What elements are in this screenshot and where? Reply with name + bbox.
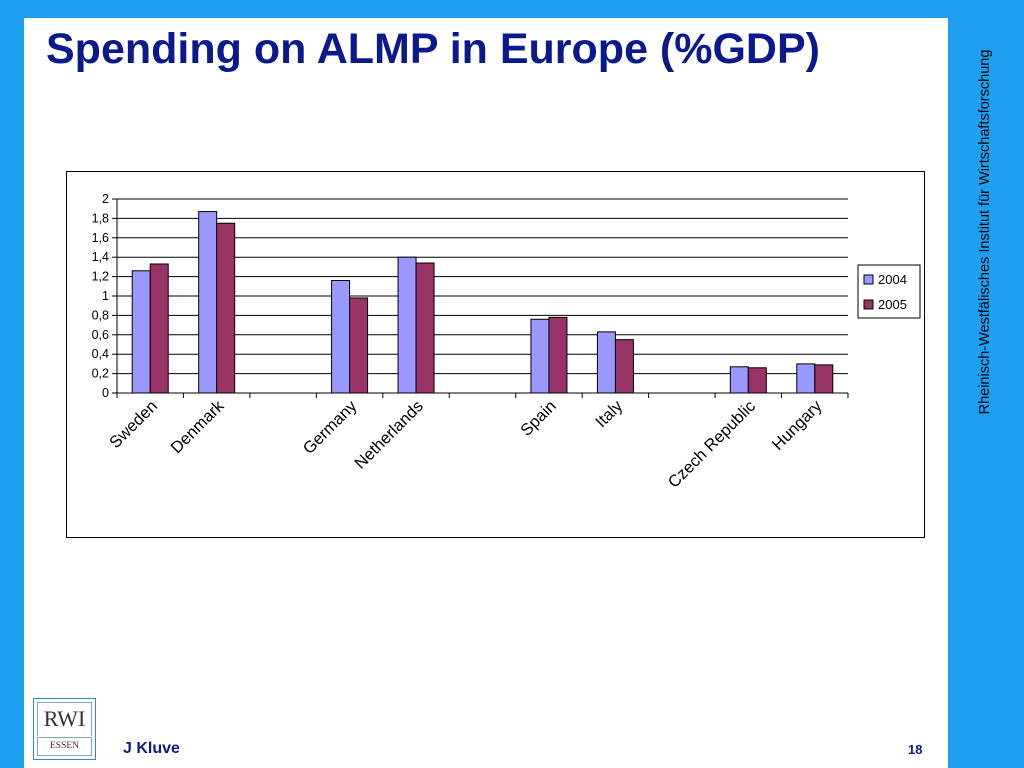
bar-2005-sweden bbox=[149, 263, 169, 394]
y-tick-label: 1,8 bbox=[92, 211, 109, 225]
x-tick-label: Netherlands bbox=[351, 397, 427, 473]
y-tick-label: 0,8 bbox=[92, 308, 109, 322]
chart-legend: 2004 2005 bbox=[857, 264, 921, 319]
bar-2004-germany bbox=[331, 279, 351, 394]
x-tick-label: Sweden bbox=[106, 397, 161, 452]
legend-swatch-2004 bbox=[863, 274, 874, 285]
y-tick-label: 0,2 bbox=[92, 367, 109, 381]
institute-vertical-text: Rheinisch-Westfälisches Institut für Wir… bbox=[977, 49, 993, 415]
logo-rwi-text: RWI bbox=[37, 702, 92, 736]
bar-2004-hungary bbox=[796, 363, 816, 394]
legend-label-2005: 2005 bbox=[878, 297, 907, 312]
y-tick-label: 1 bbox=[102, 289, 109, 303]
y-tick-label: 0,4 bbox=[92, 347, 109, 361]
bar-2005-denmark bbox=[216, 222, 236, 394]
y-tick-label: 0,6 bbox=[92, 328, 109, 342]
bar-2005-hungary bbox=[814, 364, 834, 394]
chart-area: 0 0,2 0,4 0,6 0,8 1 1,2 1,4 1,6 1,8 2 Sweden Denmar… bbox=[66, 171, 925, 538]
author-name: J Kluve bbox=[123, 740, 180, 757]
bar-2005-spain bbox=[548, 316, 568, 394]
legend-swatch-2005 bbox=[863, 299, 874, 310]
x-tick-label: Spain bbox=[517, 397, 560, 440]
x-tick-label: Czech Republic bbox=[665, 397, 759, 491]
bar-2004-netherlands bbox=[397, 256, 417, 394]
chart-gridlines bbox=[117, 198, 848, 375]
y-tick-label: 1,2 bbox=[92, 270, 109, 284]
rwi-essen-logo: RWI ESSEN bbox=[33, 698, 96, 760]
slide-title: Spending on ALMP in Europe (%GDP) bbox=[46, 25, 820, 73]
bar-2005-czech-republic bbox=[747, 367, 767, 394]
page-number: 18 bbox=[908, 742, 923, 757]
y-tick-label: 1,4 bbox=[92, 250, 109, 264]
y-tick-label: 2 bbox=[102, 192, 109, 206]
y-axis-tick-labels: 0 0,2 0,4 0,6 0,8 1 1,2 1,4 1,6 1,8 2 bbox=[92, 192, 109, 400]
bar-2004-italy bbox=[596, 331, 616, 394]
legend-label-2004: 2004 bbox=[878, 272, 907, 287]
bar-2005-italy bbox=[614, 339, 634, 394]
bar-2004-denmark bbox=[198, 211, 218, 394]
bar-chart: 0 0,2 0,4 0,6 0,8 1 1,2 1,4 1,6 1,8 2 Sweden Denmar… bbox=[92, 192, 921, 492]
bar-2004-sweden bbox=[131, 270, 151, 394]
chart-axes bbox=[112, 198, 849, 398]
bar-2004-czech-republic bbox=[729, 366, 749, 394]
bar-2005-netherlands bbox=[415, 262, 435, 394]
y-tick-label: 1,6 bbox=[92, 231, 109, 245]
chart-bars bbox=[131, 211, 834, 394]
y-tick-label: 0 bbox=[102, 386, 109, 400]
logo-essen-text: ESSEN bbox=[37, 737, 92, 756]
x-tick-label: Italy bbox=[592, 397, 627, 432]
x-tick-label: Germany bbox=[300, 397, 361, 458]
bar-2005-germany bbox=[349, 297, 369, 394]
x-tick-label: Denmark bbox=[167, 397, 228, 458]
bar-2004-spain bbox=[530, 318, 550, 394]
x-tick-label: Hungary bbox=[769, 397, 826, 454]
